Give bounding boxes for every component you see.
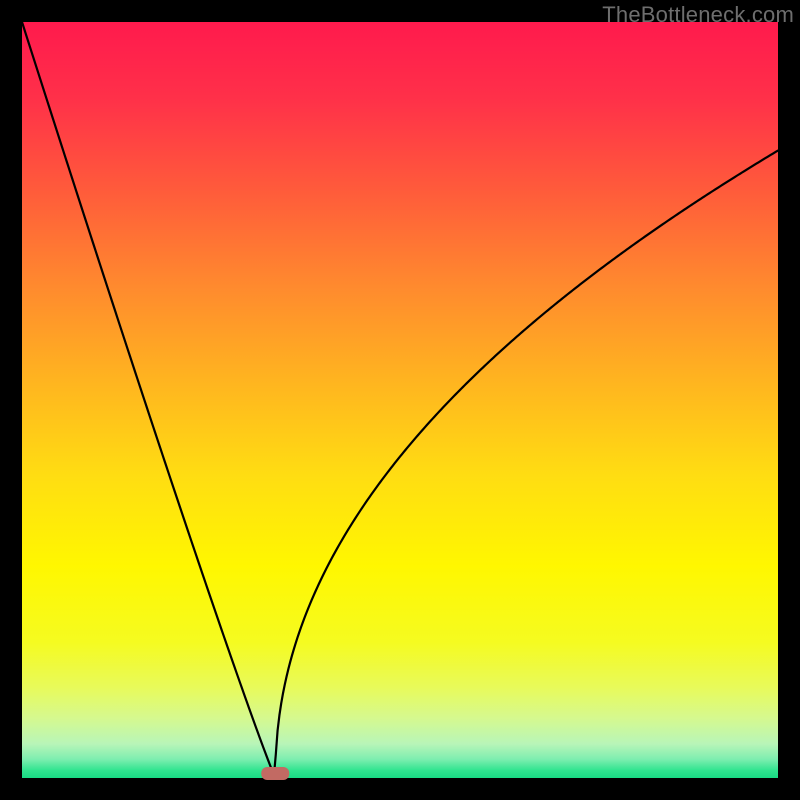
bottleneck-chart	[0, 0, 800, 800]
plot-background-gradient	[22, 22, 778, 778]
optimum-marker	[261, 767, 289, 780]
watermark-text: TheBottleneck.com	[602, 2, 794, 28]
chart-container: TheBottleneck.com	[0, 0, 800, 800]
